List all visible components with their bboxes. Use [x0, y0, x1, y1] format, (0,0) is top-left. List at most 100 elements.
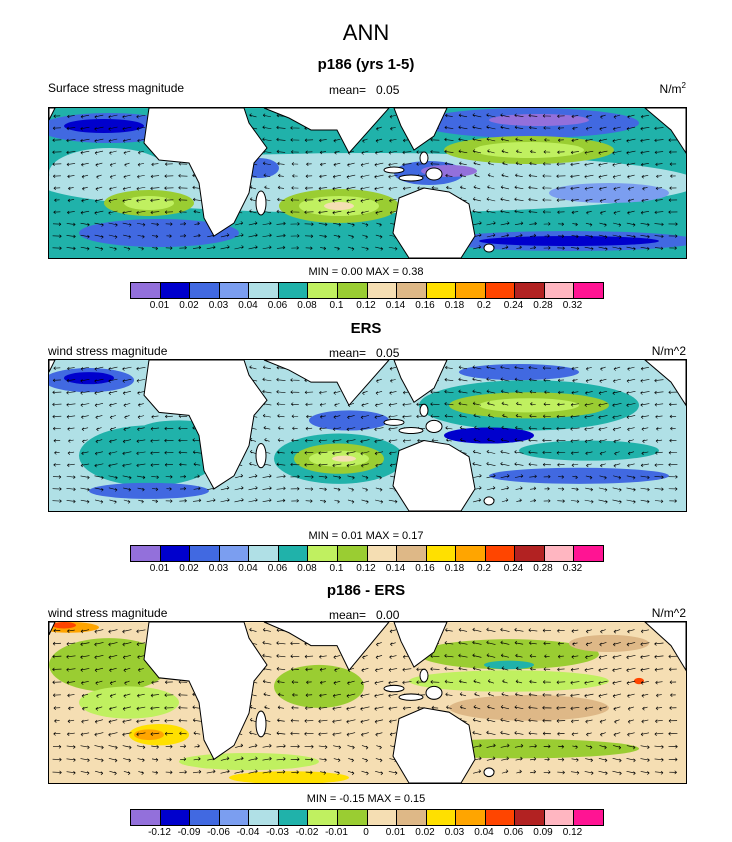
wind-vector [361, 402, 369, 408]
wind-vector [486, 365, 496, 370]
wind-vector [375, 487, 383, 492]
wind-vector [109, 246, 117, 251]
panel-2-title: ERS [350, 320, 382, 337]
wind-vector [669, 706, 677, 710]
wind-vector [108, 719, 118, 724]
wind-vector [52, 390, 62, 395]
colorbar-label: 0.02 [179, 563, 199, 574]
wind-vector [557, 463, 565, 467]
wind-vector [291, 680, 299, 684]
wind-vector [557, 246, 565, 250]
wind-vector [374, 439, 384, 444]
wind-vector [543, 150, 551, 154]
wind-vector [94, 403, 104, 408]
wind-vector [459, 692, 467, 697]
wind-vector [515, 692, 523, 697]
wind-vector [444, 666, 454, 671]
wind-vector [486, 743, 496, 748]
wind-vector [292, 692, 298, 697]
wind-vector [206, 769, 216, 774]
wind-vector [109, 499, 117, 504]
wind-vector [94, 487, 104, 492]
colorbar-label: 0.01 [385, 827, 406, 838]
panel-2-minmax: MIN = 0.01 MAX = 0.17 [308, 530, 424, 542]
colorbar-label: 0.18 [444, 300, 465, 311]
wind-vector [249, 449, 256, 454]
wind-vector [584, 162, 594, 167]
wind-vector [570, 693, 580, 698]
wind-vector [332, 706, 342, 711]
wind-vector [487, 437, 495, 442]
wind-vector [248, 245, 258, 250]
wind-vector [108, 114, 118, 119]
colorbar-swatch [426, 810, 457, 825]
wind-vector [80, 391, 90, 395]
wind-vector [54, 719, 60, 723]
wind-vector [612, 390, 622, 395]
wind-vector [333, 138, 341, 143]
wind-vector [193, 462, 201, 466]
wind-vector [137, 415, 145, 419]
wind-vector [108, 366, 118, 371]
wind-vector [486, 389, 496, 394]
wind-vector [178, 718, 188, 723]
wind-vector [137, 758, 145, 763]
wind-vector [291, 162, 299, 166]
wind-vector [138, 403, 144, 407]
wind-vector [333, 162, 341, 167]
wind-vector [137, 693, 145, 698]
wind-vector [598, 234, 608, 239]
wind-vector [319, 667, 327, 672]
wind-vector [123, 174, 131, 179]
wind-vector [179, 246, 187, 250]
contour-fill [79, 219, 239, 247]
wind-vector [136, 642, 146, 647]
wind-vector [276, 137, 286, 142]
wind-vector [80, 138, 90, 143]
wind-vector [599, 745, 607, 750]
wind-vector [290, 378, 300, 382]
wind-vector [388, 150, 398, 155]
wind-vector [375, 138, 383, 143]
wind-vector [500, 743, 510, 748]
wind-vector [557, 366, 565, 371]
wind-vector [164, 451, 174, 455]
contour-fill [419, 639, 599, 670]
wind-vector [192, 718, 201, 723]
wind-vector [530, 245, 537, 250]
colorbar-label: 0.01 [149, 563, 170, 574]
wind-vector [81, 415, 89, 419]
colorbar-label: 0.32 [562, 300, 583, 311]
wind-vector [486, 474, 496, 479]
wind-vector [458, 365, 468, 370]
wind-vector [234, 486, 244, 491]
wind-vector [486, 197, 496, 202]
wind-vector [136, 210, 146, 215]
wind-vector [626, 758, 636, 763]
wind-vector [319, 174, 327, 179]
wind-vector [235, 221, 244, 226]
wind-vector [360, 415, 370, 420]
wind-vector [556, 162, 566, 166]
wind-vector [472, 125, 482, 130]
wind-vector [94, 463, 104, 468]
wind-vector [178, 198, 188, 202]
wind-vector [122, 138, 131, 143]
wind-vector [122, 475, 132, 480]
wind-vector [389, 655, 397, 660]
wind-vector [346, 706, 356, 711]
wind-vector [81, 162, 89, 167]
wind-vector [262, 377, 272, 382]
panel-3-colorbar [130, 809, 604, 826]
wind-vector [543, 499, 551, 503]
wind-vector [614, 719, 620, 724]
wind-vector [542, 462, 551, 467]
wind-vector [94, 222, 104, 227]
wind-vector [122, 198, 132, 203]
wind-vector [613, 210, 621, 215]
wind-vector [558, 475, 565, 479]
wind-vector [557, 390, 564, 395]
wind-vector [640, 367, 649, 371]
wind-vector [52, 693, 61, 698]
wind-vector [94, 210, 104, 215]
